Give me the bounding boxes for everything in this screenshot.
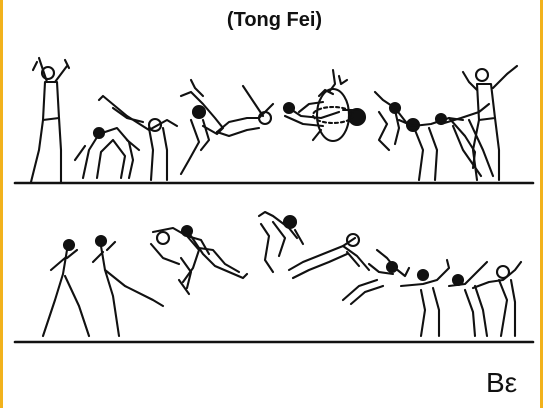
top-row-figure-6 bbox=[282, 100, 341, 128]
difficulty-mark: Bε bbox=[486, 367, 518, 398]
top-row-figure-8 bbox=[373, 90, 419, 152]
top-row-figure-7-twist bbox=[311, 68, 367, 143]
skill-title: (Tong Fei) bbox=[226, 9, 323, 31]
top-row-figure-11 bbox=[461, 64, 519, 182]
top-row-figure-4 bbox=[179, 78, 225, 176]
bottom-row-figure-1 bbox=[41, 238, 91, 338]
top-row-figure-5 bbox=[215, 84, 275, 138]
top-row-figure-2 bbox=[73, 126, 141, 180]
bottom-row-figure-5 bbox=[257, 210, 305, 274]
bottom-row-figure-2 bbox=[91, 234, 165, 338]
top-row-figure-10 bbox=[434, 102, 495, 178]
bottom-row-figure-6 bbox=[287, 232, 371, 280]
bottom-row-figure-7 bbox=[341, 248, 411, 306]
top-row-figure-1 bbox=[29, 56, 71, 184]
bottom-row-figure-4 bbox=[180, 224, 249, 280]
bottom-row-figure-10 bbox=[471, 260, 523, 338]
bottom-row-figure-8 bbox=[399, 258, 451, 338]
bottom-row-figure-9 bbox=[447, 260, 489, 338]
top-row-figure-3 bbox=[97, 94, 179, 182]
bottom-row-figure-3 bbox=[149, 226, 211, 296]
skill-sequence-drawing bbox=[13, 56, 535, 344]
